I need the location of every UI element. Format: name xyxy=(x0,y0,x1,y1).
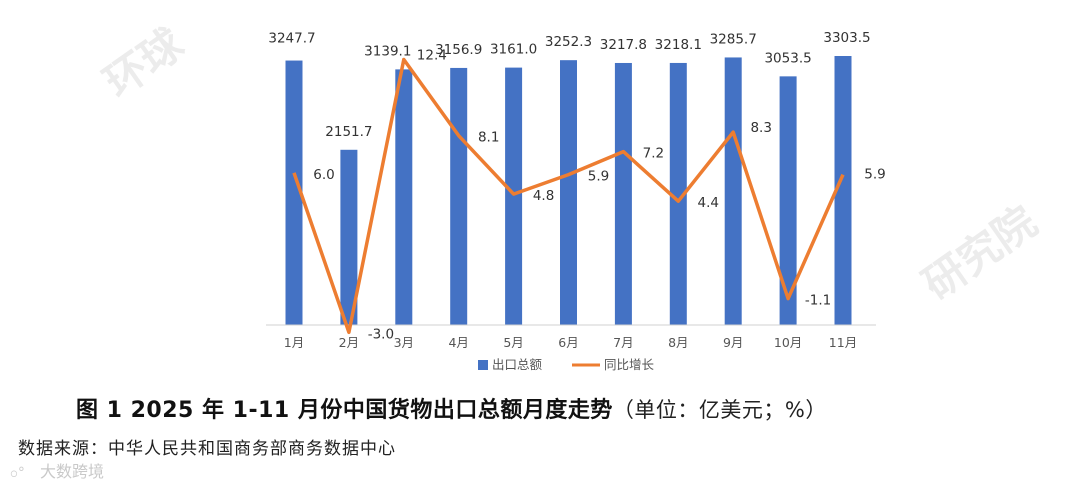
bar-label-11: 3303.5 xyxy=(823,30,870,46)
bars-layer xyxy=(285,56,852,326)
bar-label-7: 3217.8 xyxy=(600,37,647,53)
x-tick-label-11: 11月 xyxy=(829,335,857,350)
line-label-2: -3.0 xyxy=(368,326,394,342)
bar-2 xyxy=(340,149,358,325)
bar-label-3: 3139.1 xyxy=(364,43,411,59)
bar-label-9: 3285.7 xyxy=(710,31,757,47)
bar-4 xyxy=(450,67,468,325)
bar-9 xyxy=(724,57,742,326)
line-label-11: 5.9 xyxy=(864,167,885,183)
x-tick-label-4: 4月 xyxy=(448,335,468,350)
bar-label-10: 3053.5 xyxy=(764,50,811,66)
x-tick-label-6: 6月 xyxy=(558,335,578,350)
bar-7 xyxy=(614,62,632,326)
bar-label-5: 3161.0 xyxy=(490,42,537,58)
bar-1 xyxy=(285,60,303,325)
brand-watermark: ဝ° 大数跨境 xyxy=(10,458,104,484)
caption-title: 图 1 2025 年 1-11 月份中国货物出口总额月度走势 xyxy=(76,398,613,423)
legend-bar-label: 出口总额 xyxy=(492,357,543,372)
bar-5 xyxy=(505,67,523,326)
legend-line-label: 同比增长 xyxy=(604,357,655,372)
line-label-9: 8.3 xyxy=(750,120,771,136)
bar-label-2: 2151.7 xyxy=(325,124,372,140)
data-source: 数据来源：中华人民共和国商务部商务数据中心 xyxy=(18,439,396,459)
line-layer xyxy=(292,57,845,335)
line-label-1: 6.0 xyxy=(313,167,334,183)
bar-label-1: 3247.7 xyxy=(268,31,315,47)
bar-6 xyxy=(560,60,577,325)
brand-text: 大数跨境 xyxy=(40,462,105,481)
line-label-3: 12.4 xyxy=(417,47,447,63)
legend-bar-swatch xyxy=(478,360,488,370)
growth-line xyxy=(292,57,845,335)
x-tick-label-9: 9月 xyxy=(723,335,743,350)
x-tick-label-2: 2月 xyxy=(339,335,359,350)
line-label-6: 5.9 xyxy=(588,169,609,185)
caption-unit: （单位：亿美元；%） xyxy=(612,398,827,422)
x-tick-label-5: 5月 xyxy=(503,335,523,350)
bar-label-8: 3218.1 xyxy=(655,37,702,53)
export-chart: 3247.7 2151.7 3139.1 3156.9 3161.0 3252.3 3217… xyxy=(266,30,886,372)
x-tick-label-7: 7月 xyxy=(613,335,633,350)
line-label-7: 7.2 xyxy=(643,146,664,162)
x-tick-label-8: 8月 xyxy=(668,335,688,350)
line-label-10: -1.1 xyxy=(805,293,831,309)
bar-11 xyxy=(834,56,852,326)
x-tick-label-1: 1月 xyxy=(284,335,304,350)
ticks-layer: 1月 2月 3月 4月 5月 6月 7月 8月 9月 10月 11月 xyxy=(284,335,857,350)
bar-label-6: 3252.3 xyxy=(545,34,592,50)
line-label-8: 4.4 xyxy=(698,195,719,211)
line-label-4: 8.1 xyxy=(478,130,499,146)
x-tick-label-10: 10月 xyxy=(774,335,802,350)
line-label-5: 4.8 xyxy=(533,188,554,204)
figure-caption: 图 1 2025 年 1-11 月份中国货物出口总额月度走势（单位：亿美元；%） xyxy=(76,392,827,424)
bar-3 xyxy=(395,69,413,325)
bar-10 xyxy=(779,76,797,326)
legend: 出口总额 同比增长 xyxy=(478,357,655,372)
labels-layer: 3247.7 2151.7 3139.1 3156.9 3161.0 3252.3 3217… xyxy=(268,30,885,342)
brand-logo-icon: ဝ° xyxy=(10,465,25,481)
bar-label-4: 3156.9 xyxy=(435,42,482,58)
x-tick-label-3: 3月 xyxy=(394,335,414,350)
bar-8 xyxy=(669,62,687,326)
